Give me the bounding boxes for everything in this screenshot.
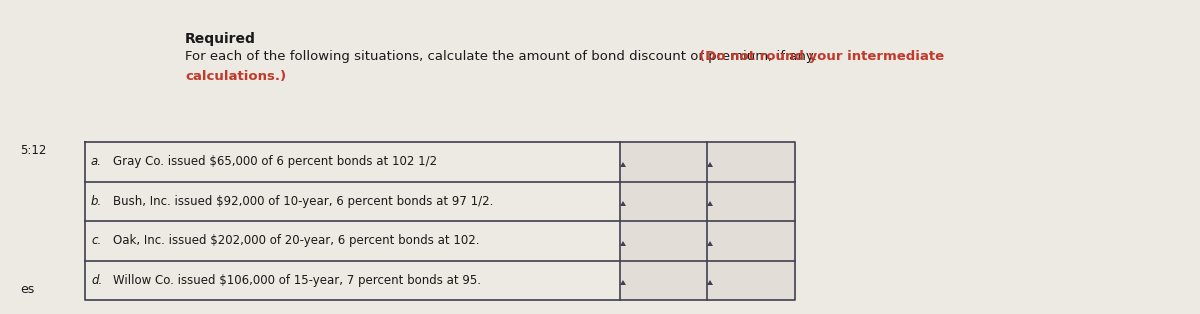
Bar [620,181,707,221]
Bar [707,142,796,181]
Text: 5:12: 5:12 [20,144,47,157]
Bar [620,142,707,181]
Text: d.: d. [91,274,102,287]
Text: Oak, Inc. issued $202,000 of 20-year, 6 percent bonds at 102.: Oak, Inc. issued $202,000 of 20-year, 6 … [113,234,480,247]
Text: es: es [20,283,35,296]
Text: Required: Required [185,32,256,46]
Text: Bush, Inc. issued $92,000 of 10-year, 6 percent bonds at 97 1/2.: Bush, Inc. issued $92,000 of 10-year, 6 … [113,195,493,208]
Text: c.: c. [91,234,101,247]
Bar [707,221,796,261]
Bar [707,181,796,221]
Text: Gray Co. issued $65,000 of 6 percent bonds at 102 1/2: Gray Co. issued $65,000 of 6 percent bon… [113,155,437,168]
Text: calculations.): calculations.) [185,70,286,83]
Bar [707,261,796,300]
Text: (Do not round your intermediate: (Do not round your intermediate [698,50,943,63]
Bar [620,261,707,300]
Text: Willow Co. issued $106,000 of 15-year, 7 percent bonds at 95.: Willow Co. issued $106,000 of 15-year, 7… [113,274,481,287]
Text: For each of the following situations, calculate the amount of bond discount or p: For each of the following situations, ca… [185,50,821,63]
Bar [620,221,707,261]
Text: b.: b. [91,195,102,208]
Text: a.: a. [91,155,102,168]
